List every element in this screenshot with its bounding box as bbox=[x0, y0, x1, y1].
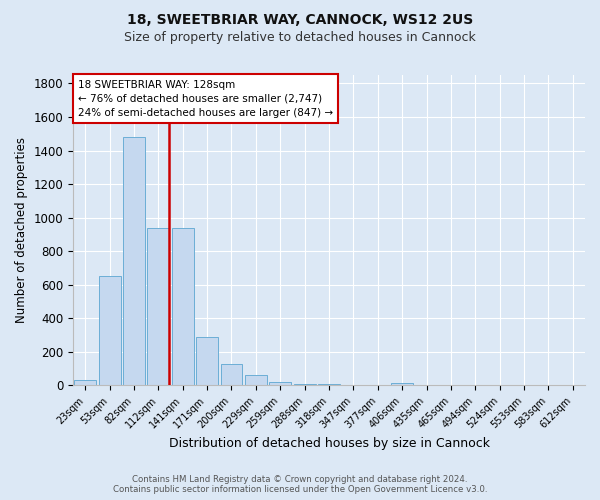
X-axis label: Distribution of detached houses by size in Cannock: Distribution of detached houses by size … bbox=[169, 437, 490, 450]
Text: 18 SWEETBRIAR WAY: 128sqm
← 76% of detached houses are smaller (2,747)
24% of se: 18 SWEETBRIAR WAY: 128sqm ← 76% of detac… bbox=[78, 80, 333, 118]
Text: 18, SWEETBRIAR WAY, CANNOCK, WS12 2US: 18, SWEETBRIAR WAY, CANNOCK, WS12 2US bbox=[127, 12, 473, 26]
Bar bbox=[172, 228, 194, 386]
Bar bbox=[123, 137, 145, 386]
Bar bbox=[74, 380, 96, 386]
Y-axis label: Number of detached properties: Number of detached properties bbox=[15, 137, 28, 323]
Text: Contains public sector information licensed under the Open Government Licence v3: Contains public sector information licen… bbox=[113, 484, 487, 494]
Bar bbox=[98, 276, 121, 386]
Bar bbox=[196, 337, 218, 386]
Bar bbox=[343, 384, 364, 386]
Bar bbox=[391, 383, 413, 386]
Bar bbox=[245, 376, 267, 386]
Bar bbox=[293, 384, 316, 386]
Text: Contains HM Land Registry data © Crown copyright and database right 2024.: Contains HM Land Registry data © Crown c… bbox=[132, 475, 468, 484]
Bar bbox=[367, 385, 389, 386]
Bar bbox=[221, 364, 242, 386]
Text: Size of property relative to detached houses in Cannock: Size of property relative to detached ho… bbox=[124, 31, 476, 44]
Bar bbox=[148, 228, 169, 386]
Bar bbox=[318, 384, 340, 386]
Bar bbox=[269, 382, 291, 386]
